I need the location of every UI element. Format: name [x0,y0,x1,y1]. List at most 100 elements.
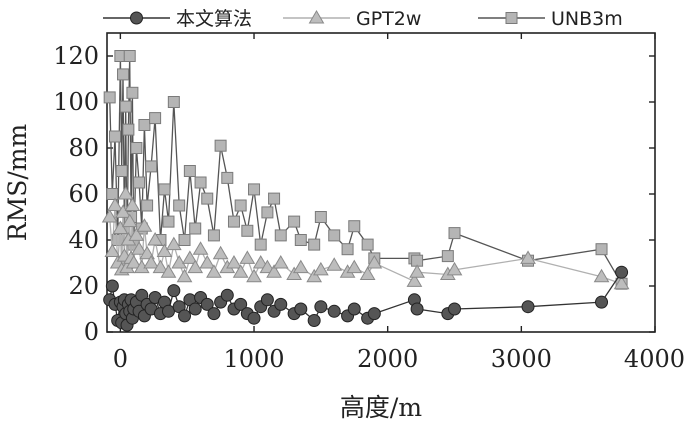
data-point [188,302,202,316]
x-tick-label: 0 [113,345,128,373]
data-point [268,192,281,205]
legend-marker [308,10,325,24]
data-point [187,259,204,274]
x-tick-label: 3000 [491,345,552,373]
x-tick-label: 1000 [223,345,284,373]
x-axis-title: 高度/m [340,393,422,422]
data-point [178,234,191,246]
data-point [314,211,327,223]
data-point [326,257,343,271]
data-point [162,215,175,228]
data-point [138,119,151,131]
data-point [103,91,116,104]
data-point [448,227,461,240]
data-point [173,199,186,212]
data-point [328,229,341,242]
data-point [139,245,155,260]
data-point [359,266,376,280]
data-point [448,302,462,316]
data-point [312,261,329,276]
legend: 本文算法 GPT2w UNB3m [103,8,623,30]
data-point [158,183,171,196]
y-tick-label: 100 [53,88,99,116]
data-point [615,265,629,279]
data-point [306,268,323,283]
data-point [115,204,131,218]
data-point [272,255,289,269]
data-point [105,279,119,293]
legend-label: GPT2w [356,8,421,30]
x-axis: 0 1000 2000 3000 4000 [113,33,685,373]
data-point [183,165,196,177]
y-tick-label: 120 [53,42,99,70]
data-point [104,243,121,257]
data-point [294,234,307,246]
data-point [261,206,274,219]
y-tick-label: 20 [68,272,99,300]
data-point [181,250,198,264]
data-point [165,236,182,251]
data-point [160,264,177,278]
data-point [521,300,535,314]
data-point [194,176,207,189]
y-axis-title: RMS/mm [3,124,32,242]
data-point [227,215,240,228]
data-point [121,213,138,228]
data-point [206,264,222,278]
data-point [593,268,610,283]
legend-label: 本文算法 [176,8,252,30]
data-point [346,259,363,274]
data-point [141,199,154,212]
data-point [441,250,454,263]
data-point [167,96,180,108]
data-point [109,130,122,143]
x-tick-label: 4000 [624,345,685,373]
data-point [367,307,381,321]
data-point [207,229,220,242]
legend-marker [505,12,518,24]
data-point [101,209,118,223]
data-point [259,259,276,274]
data-point [613,275,630,290]
data-point [125,255,142,269]
data-point [156,243,173,257]
data-point [112,220,129,234]
data-point [130,142,143,154]
y-tick-label: 40 [68,226,99,254]
data-point [307,314,321,327]
data-point [254,238,267,251]
series-square [103,50,628,290]
data-point [274,297,288,311]
data-point [308,238,321,251]
data-point [192,241,209,255]
data-point [361,238,374,251]
data-point [409,264,425,278]
data-point [292,259,309,274]
data-point [595,243,608,256]
data-point [341,243,354,256]
data-point [410,302,424,316]
data-point [226,255,242,269]
data-point [348,220,361,233]
data-point [117,186,134,200]
data-point [232,264,249,278]
data-point [247,311,261,325]
data-point [207,307,221,321]
y-axis: 0 20 40 60 80 100 120 [53,42,655,346]
plot-frame [106,32,656,333]
data-point [241,224,254,237]
y-tick-label: 60 [68,180,99,208]
data-point [145,160,158,173]
data-point [234,297,248,311]
data-point [115,165,128,177]
data-point [286,266,302,280]
data-point [147,232,163,246]
data-point [520,250,536,264]
data-point [106,188,119,200]
data-point [124,197,141,211]
data-point [152,259,169,274]
data-point [199,255,216,269]
data-point [239,250,256,264]
data-point [327,304,341,318]
